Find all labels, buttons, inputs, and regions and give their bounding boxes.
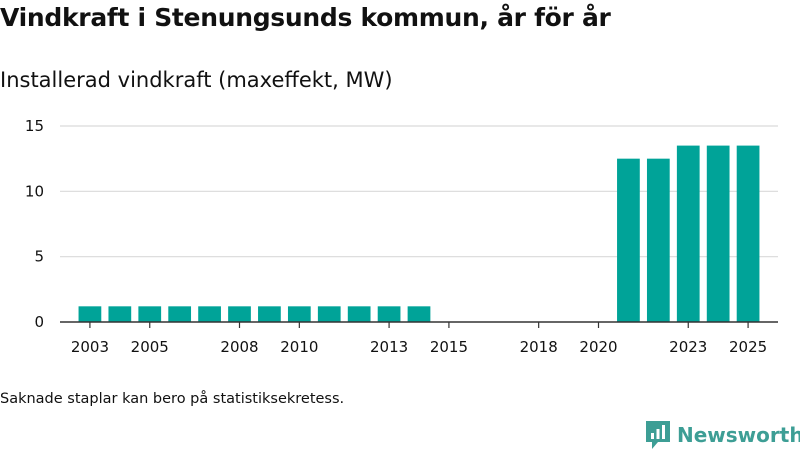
x-tick-label: 2020 [579,338,617,356]
x-tick-label: 2005 [131,338,169,356]
bar-2025 [736,145,760,322]
x-tick-label: 2010 [280,338,318,356]
bar-2007 [198,306,221,322]
x-tick-label: 2003 [71,338,109,356]
bar-2012 [347,306,371,322]
x-tick-label: 2013 [370,338,408,356]
y-tick-label: 15 [25,117,44,135]
bar-2014 [407,306,431,322]
bars [78,145,760,322]
bar-2022 [646,158,670,322]
bar-2009 [258,306,281,322]
y-tick-label: 10 [25,182,44,200]
chart-subtitle: Installerad vindkraft (maxeffekt, MW) [0,68,393,92]
bar-2008 [228,306,251,322]
x-tick-label: 2025 [729,338,767,356]
x-tick-label: 2008 [220,338,258,356]
bar-2006 [168,306,192,322]
bar-2003 [78,306,102,322]
bar-2013 [377,306,401,322]
x-tick-label: 2015 [430,338,468,356]
brand-logo: Newsworthy [645,420,800,450]
y-tick-label: 5 [34,248,44,266]
bar-2005 [138,306,162,322]
bar-2010 [287,306,311,322]
bar-2004 [108,306,132,322]
brand-name: Newsworthy [677,423,800,447]
bar-2021 [617,158,640,322]
bar-2011 [317,306,341,322]
x-axis: 2003 2005 2008 2010 2013 2015 2018 2020 2023 2025 [60,321,778,356]
y-tick-label: 0 [34,313,44,331]
newsworthy-logo-icon [646,421,670,449]
bar-2023 [676,145,700,322]
x-tick-label: 2018 [520,338,558,356]
bar-2024 [706,145,730,322]
footnote: Saknade staplar kan bero på statistiksek… [0,391,345,407]
x-tick-label: 2023 [669,338,707,356]
chart-title: Vindkraft i Stenungsunds kommun, år för … [0,3,611,32]
